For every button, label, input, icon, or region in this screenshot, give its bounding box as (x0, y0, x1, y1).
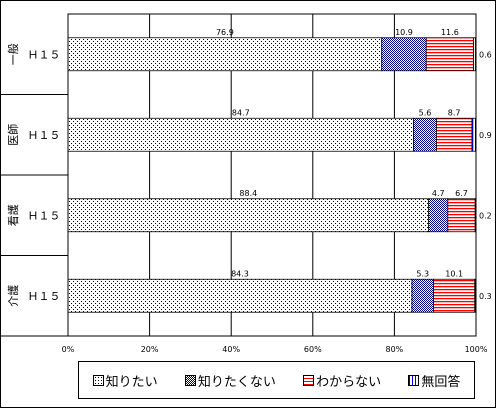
bar-segment (67, 37, 383, 72)
bar-segment (411, 278, 434, 313)
legend-item: 知りたい (92, 371, 158, 390)
data-label: 84.7 (232, 108, 250, 117)
x-tick-label: 20% (141, 345, 159, 354)
data-label: 10.1 (445, 269, 463, 278)
category-group-label: 介護 (6, 285, 20, 307)
legend-item: 知りたくない (184, 371, 276, 390)
category-group-label: 医師 (7, 124, 20, 146)
legend-swatch (184, 374, 196, 386)
bar-segment (447, 198, 476, 233)
data-label: 6.7 (455, 189, 468, 198)
data-label: 11.6 (441, 28, 459, 37)
bar-segment (471, 117, 476, 152)
data-label: 76.9 (216, 28, 234, 37)
data-label: 0.9 (479, 131, 492, 140)
legend-swatch (92, 374, 104, 386)
data-label: 88.4 (239, 189, 257, 198)
data-label: 5.3 (416, 269, 429, 278)
x-tick-label: 100% (465, 345, 488, 354)
data-label: 0.3 (479, 292, 492, 301)
chart-legend: 知りたい 知りたくない わからない 無回答 (78, 361, 475, 399)
legend-item: わからない (303, 371, 381, 390)
category-label: Ｈ１５ (28, 129, 61, 142)
data-label: 0.2 (479, 211, 492, 220)
bar-segment (433, 278, 476, 313)
legend-swatch (303, 374, 315, 386)
legend-label: 知りたい (105, 374, 158, 390)
data-label: 8.7 (448, 108, 461, 117)
legend-label: 無回答 (421, 374, 461, 390)
data-label: 4.7 (432, 189, 445, 198)
x-tick-label: 0% (62, 345, 75, 354)
legend-label: わからない (316, 374, 382, 390)
bar-segment (381, 37, 427, 72)
category-label: Ｈ１５ (28, 48, 61, 61)
bar-segment (425, 37, 474, 72)
bar-segment (67, 198, 430, 233)
category-group-label: 一般 (7, 43, 20, 65)
data-label: 10.9 (395, 28, 413, 37)
category-group-label: 看護 (6, 204, 20, 226)
bar-segment (436, 117, 473, 152)
data-label: 5.6 (419, 108, 432, 117)
bar-segment (67, 278, 413, 313)
x-tick-label: 60% (304, 345, 322, 354)
category-label: Ｈ１５ (28, 290, 61, 303)
bar-segment (428, 198, 449, 233)
bar-segment (413, 117, 437, 152)
x-tick-label: 80% (386, 345, 404, 354)
data-label: 0.6 (479, 50, 492, 59)
category-label: Ｈ１５ (28, 209, 61, 222)
bar-segment (67, 117, 414, 152)
legend-swatch (408, 374, 420, 386)
legend-label: 知りたくない (197, 374, 276, 390)
data-label: 84.3 (231, 269, 249, 278)
legend-item: 無回答 (408, 371, 460, 390)
x-tick-label: 40% (222, 345, 240, 354)
